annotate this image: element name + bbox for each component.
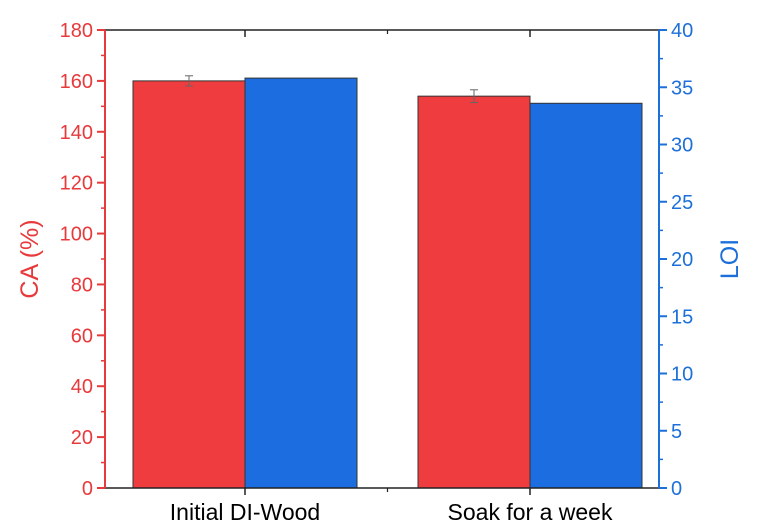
bar-loi-1 xyxy=(244,77,358,489)
left-tick-label: 100 xyxy=(60,224,93,246)
error-bars-layer xyxy=(185,75,478,104)
bar-ca-2 xyxy=(417,95,531,489)
bar-loi-2 xyxy=(529,102,643,489)
left-tick-label: 80 xyxy=(71,274,93,296)
x-axis-ticks: Initial DI-Wood Soak for a week xyxy=(170,30,613,525)
y-axis-label: CA (%) xyxy=(16,219,44,298)
left-tick-label: 140 xyxy=(60,122,93,144)
right-axis-ticks: 0 5 10 15 20 25 30 35 40 xyxy=(659,20,693,500)
bars-layer xyxy=(132,77,643,489)
right-tick-label: 35 xyxy=(671,77,693,99)
left-tick-label: 160 xyxy=(60,71,93,93)
left-tick-label: 20 xyxy=(71,427,93,449)
bar-ca-1 xyxy=(132,80,246,489)
left-axis-ticks: 0 20 40 60 80 100 120 140 160 180 xyxy=(60,20,105,500)
left-tick-label: 120 xyxy=(60,173,93,195)
error-bar-1 xyxy=(185,75,193,87)
right-tick-label: 0 xyxy=(671,478,682,500)
right-tick-label: 25 xyxy=(671,192,693,214)
right-tick-label: 30 xyxy=(671,135,693,157)
right-tick-label: 15 xyxy=(671,306,693,328)
x-tick-label: Soak for a week xyxy=(448,499,613,525)
x-tick-label: Initial DI-Wood xyxy=(170,499,320,525)
right-tick-label: 5 xyxy=(671,421,682,443)
y2-axis-label: LOI xyxy=(716,239,744,279)
left-tick-label: 40 xyxy=(71,376,93,398)
right-tick-label: 40 xyxy=(671,20,693,42)
left-tick-label: 180 xyxy=(60,20,93,42)
right-tick-label: 10 xyxy=(671,364,693,386)
right-tick-label: 20 xyxy=(671,249,693,271)
left-tick-label: 60 xyxy=(71,325,93,347)
error-bar-2 xyxy=(470,89,478,104)
left-tick-label: 0 xyxy=(82,478,93,500)
